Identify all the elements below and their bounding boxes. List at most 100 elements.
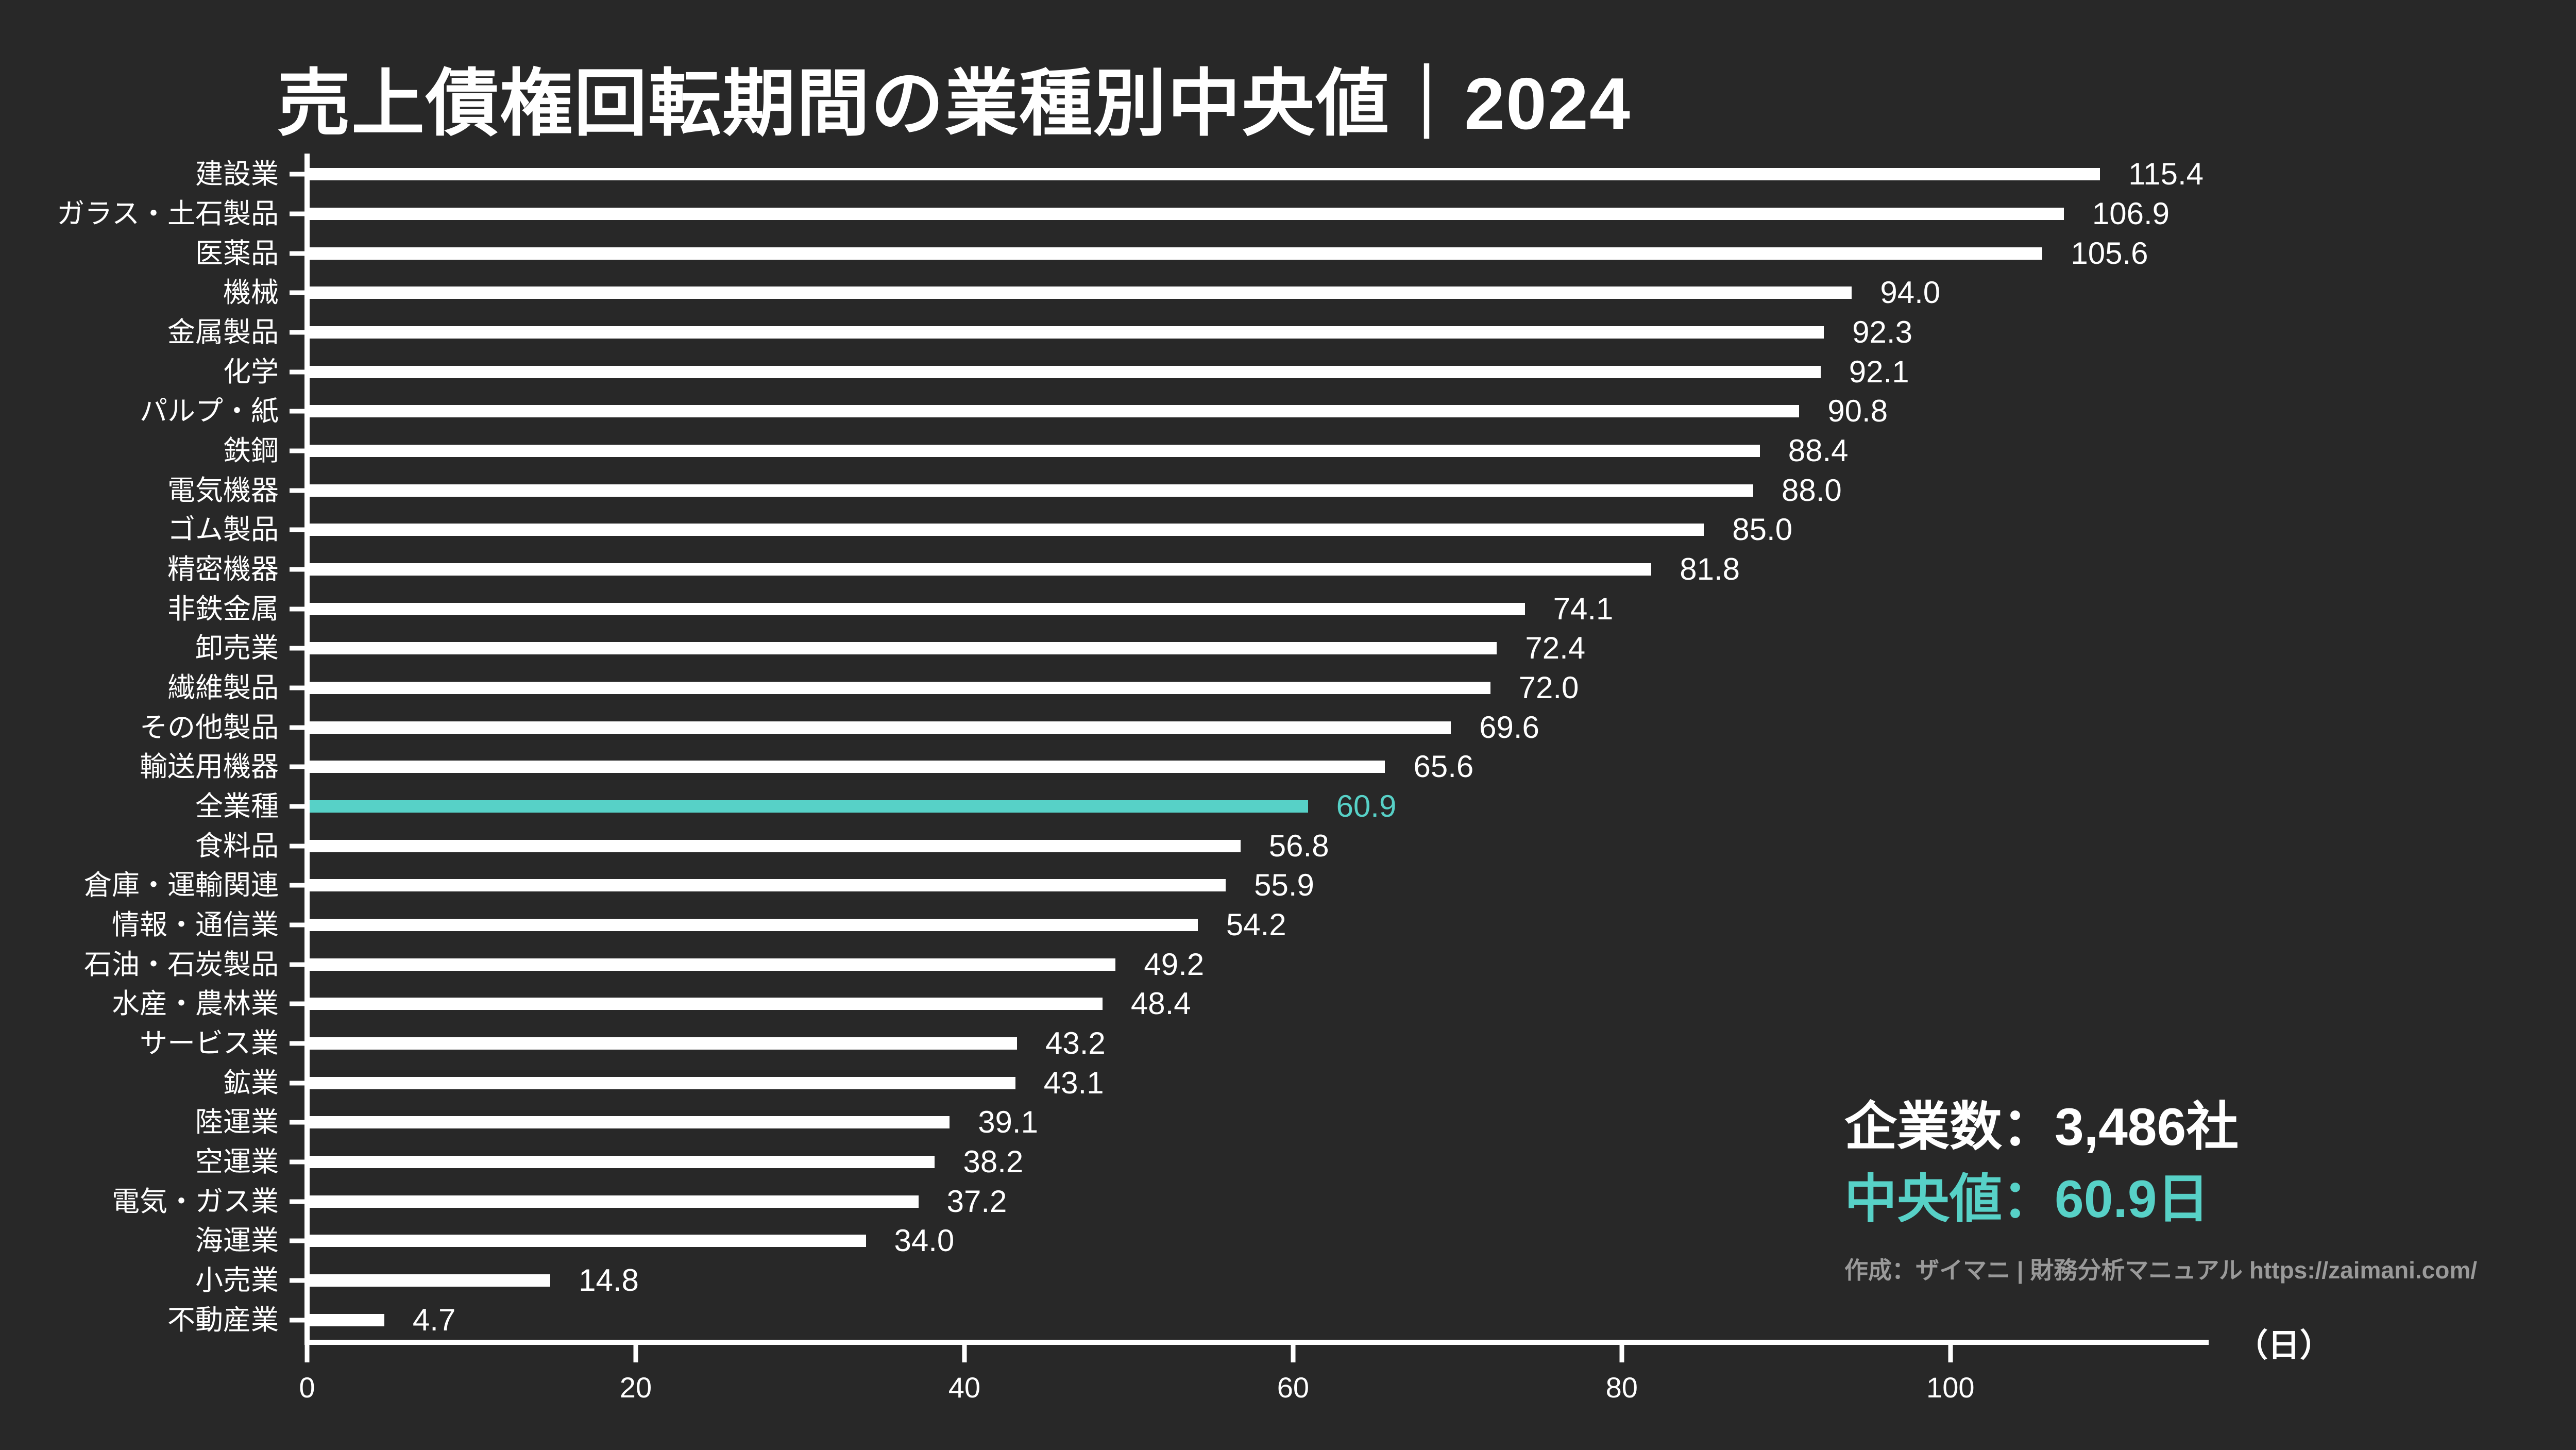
category-label: 海運業 <box>195 1225 279 1257</box>
category-label: 鉱業 <box>223 1067 279 1099</box>
bar <box>307 919 1198 932</box>
category-tick <box>290 962 307 967</box>
bar-highlighted <box>307 800 1308 813</box>
chart-row: 輸送用機器 65.6 <box>140 747 2204 787</box>
chart-row: 鉄鋼 88.4 <box>223 431 2204 471</box>
category-label: サービス業 <box>140 1028 279 1059</box>
x-tick-label: 40 <box>948 1371 981 1404</box>
category-tick <box>290 764 307 769</box>
chart-row: 石油・石炭製品 49.2 <box>84 945 2204 984</box>
category-label: 不動産業 <box>167 1304 279 1336</box>
chart-row: 建設業 115.4 <box>195 155 2204 194</box>
category-tick <box>290 448 307 453</box>
value-label: 55.9 <box>1254 868 1314 903</box>
category-tick <box>290 527 307 532</box>
x-tick <box>1291 1345 1296 1362</box>
chart-row: 海運業 34.0 <box>195 1221 2204 1261</box>
category-label: 機械 <box>223 277 279 309</box>
category-tick <box>290 1041 307 1046</box>
category-tick <box>290 1159 307 1165</box>
value-label: 72.4 <box>1525 631 1586 666</box>
bar <box>307 1076 1015 1089</box>
value-label: 56.8 <box>1268 828 1329 863</box>
chart-row: 金属製品 92.3 <box>167 313 2204 352</box>
value-label: 105.6 <box>2071 235 2148 271</box>
category-tick <box>290 922 307 928</box>
category-label: 倉庫・運輸関連 <box>84 870 279 901</box>
category-label: 空運業 <box>195 1146 279 1178</box>
category-label: その他製品 <box>140 712 279 743</box>
bar <box>307 1116 950 1129</box>
value-label: 14.8 <box>579 1263 639 1298</box>
chart-row: ゴム製品 85.0 <box>167 510 2204 550</box>
category-tick <box>290 1081 307 1086</box>
value-label: 49.2 <box>1144 947 1205 982</box>
category-label: 非鉄金属 <box>167 593 279 625</box>
value-label: 85.0 <box>1732 512 1793 547</box>
chart-row: 電気・ガス業 37.2 <box>112 1182 2204 1221</box>
x-axis-unit-label: （日） <box>2236 1328 2332 1363</box>
chart-row: 情報・通信業 54.2 <box>112 905 2204 945</box>
bar <box>307 839 1241 852</box>
category-tick <box>290 488 307 493</box>
category-tick <box>290 1318 307 1323</box>
x-tick-label: 20 <box>619 1371 652 1404</box>
category-tick <box>290 685 307 690</box>
bar <box>307 484 1753 497</box>
value-label: 43.2 <box>1045 1026 1106 1061</box>
x-tick-label: 60 <box>1277 1371 1310 1404</box>
bar <box>307 642 1497 655</box>
bar <box>307 998 1103 1010</box>
x-tick-label: 100 <box>1926 1371 1975 1404</box>
x-tick <box>304 1345 310 1362</box>
value-label: 74.1 <box>1553 591 1614 626</box>
category-label: 精密機器 <box>167 554 279 585</box>
bar-chart-plot-area: 建設業 115.4 ガラス・土石製品 106.9 医薬品 105.6 機械 94.0 金属製品 9… <box>57 155 2204 1340</box>
value-label: 60.9 <box>1336 789 1397 824</box>
category-label: 小売業 <box>195 1265 279 1296</box>
category-label: 鉄鋼 <box>223 435 279 467</box>
value-label: 92.1 <box>1849 354 1909 389</box>
category-tick <box>290 804 307 809</box>
category-tick <box>290 1001 307 1006</box>
value-label: 94.0 <box>1880 275 1941 310</box>
value-label: 69.6 <box>1479 710 1539 745</box>
bar <box>307 168 2100 181</box>
value-label: 88.4 <box>1788 433 1849 468</box>
category-label: 金属製品 <box>167 317 279 348</box>
x-tick-label: 80 <box>1605 1371 1638 1404</box>
chart-row: 食料品 56.8 <box>195 826 2204 866</box>
value-label: 88.0 <box>1782 473 1842 508</box>
category-tick <box>290 844 307 849</box>
x-tick-label: 0 <box>299 1371 315 1404</box>
category-label: 卸売業 <box>195 633 279 664</box>
chart-row: 不動産業 4.7 <box>167 1300 2204 1340</box>
category-tick <box>290 646 307 651</box>
bar <box>307 405 1800 418</box>
chart-row: 全業種 60.9 <box>195 787 2204 827</box>
category-tick <box>290 567 307 572</box>
value-label: 43.1 <box>1043 1065 1104 1100</box>
category-tick <box>290 172 307 177</box>
value-label: 115.4 <box>2128 157 2204 192</box>
category-tick <box>290 1120 307 1125</box>
category-label: 電気機器 <box>167 475 279 506</box>
chart-row: 卸売業 72.4 <box>195 629 2204 668</box>
category-tick <box>290 1238 307 1243</box>
value-label: 90.8 <box>1827 394 1888 429</box>
category-label: ガラス・土石製品 <box>57 198 279 229</box>
category-label: 電気・ガス業 <box>112 1186 279 1217</box>
chart-row: 繊維製品 72.0 <box>167 668 2204 708</box>
value-label: 38.2 <box>963 1144 1024 1179</box>
category-label: 石油・石炭製品 <box>84 949 279 980</box>
category-label: 陸運業 <box>195 1107 279 1138</box>
category-tick <box>290 211 307 216</box>
category-tick <box>290 1199 307 1204</box>
category-label: ゴム製品 <box>167 514 279 546</box>
category-tick <box>290 251 307 256</box>
category-label: 食料品 <box>195 830 279 862</box>
bar <box>307 761 1385 773</box>
category-label: 繊維製品 <box>167 672 279 704</box>
x-axis-line <box>304 1340 2209 1345</box>
